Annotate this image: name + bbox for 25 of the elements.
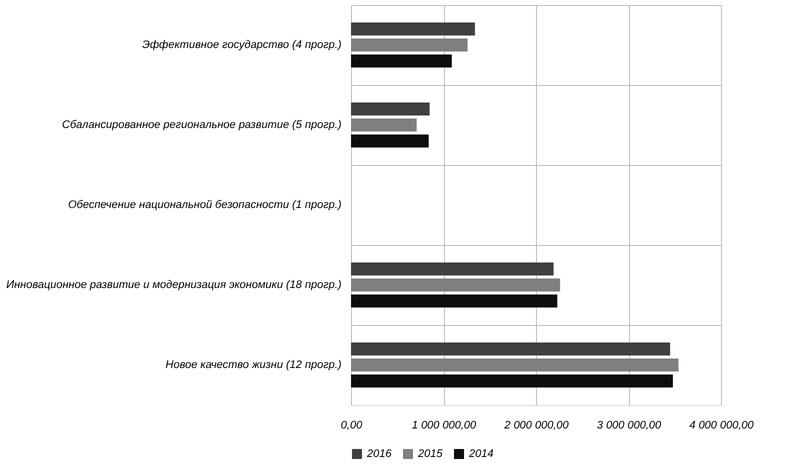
legend-label: 2016 bbox=[366, 448, 392, 460]
x-tick-label: 4 000 000,00 bbox=[689, 420, 754, 432]
bar bbox=[351, 22, 475, 36]
x-tick-label: 1 000 000,00 bbox=[412, 420, 477, 432]
bar bbox=[351, 54, 452, 68]
y-tick-label: Обеспечение национальной безопасности (1 прогр.) bbox=[68, 199, 342, 211]
x-tick-label: 0,00 bbox=[340, 420, 364, 432]
bar bbox=[351, 38, 468, 52]
bar bbox=[351, 134, 429, 148]
y-tick-label: Эффективное государство (4 прогр.) bbox=[142, 39, 342, 51]
bar bbox=[351, 358, 678, 372]
legend-label: 2014 bbox=[468, 448, 494, 460]
bar bbox=[351, 342, 670, 356]
y-tick-label: Сбалансированное региональное развитие (5 прогр.) bbox=[62, 119, 342, 131]
bar bbox=[351, 374, 673, 388]
y-tick-label: Новое качество жизни (12 прогр.) bbox=[166, 359, 342, 371]
bar bbox=[351, 102, 430, 116]
bar bbox=[351, 118, 417, 132]
y-tick-label: Инновационное развитие и модернизация экономики (18 прогр.) bbox=[6, 279, 342, 291]
bar bbox=[351, 278, 560, 292]
bar bbox=[351, 294, 558, 308]
bar bbox=[351, 262, 554, 276]
x-tick-label: 3 000 000,00 bbox=[596, 420, 662, 432]
x-tick-label: 2 000 000,00 bbox=[503, 420, 570, 432]
legend-label: 2015 bbox=[417, 448, 444, 460]
